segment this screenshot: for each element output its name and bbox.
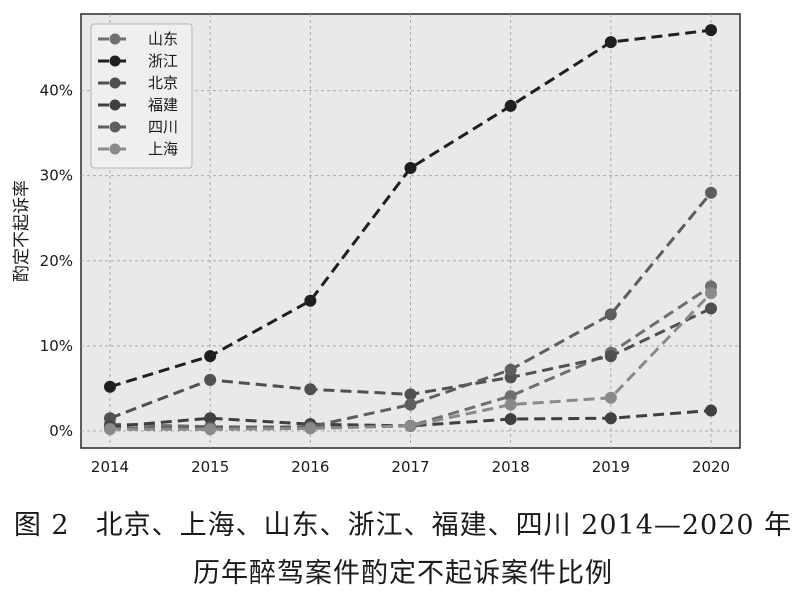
data-point [404,162,417,175]
legend-marker [109,55,121,67]
legend-label: 上海 [148,140,178,158]
caption-text-2: 历年醉驾案件酌定不起诉案件比例 [193,558,613,589]
figure-caption-line-1: 图 2 北京、上海、山东、浙江、福建、四川 2014—2020 年 [0,503,806,542]
y-tick-label: 30% [40,167,73,185]
data-point [604,391,617,404]
data-point [204,373,217,386]
y-tick-label: 10% [40,337,73,355]
x-tick-label: 2019 [592,458,630,476]
x-axis-ticks: 2014 2015 2016 2017 2018 2019 2020 [91,458,730,476]
data-point [604,412,617,425]
x-tick-label: 2017 [391,458,429,476]
data-point [204,350,217,363]
data-point [104,380,116,393]
legend-marker [109,77,121,89]
data-point [604,36,617,49]
caption-text-1: 北京、上海、山东、浙江、福建、四川 2014—2020 年 [95,510,793,541]
legend-label: 浙江 [148,52,178,70]
y-tick-label: 0% [49,422,73,440]
x-tick-label: 2015 [191,458,229,476]
x-tick-label: 2014 [91,458,129,476]
legend-label: 四川 [148,118,178,136]
data-point [104,412,116,425]
data-point [705,404,717,417]
data-point [104,423,116,436]
data-point [404,398,417,411]
data-point [604,308,617,321]
x-tick-label: 2020 [692,458,730,476]
legend-label: 北京 [148,74,178,92]
x-tick-label: 2018 [492,458,530,476]
y-tick-label: 40% [40,82,73,100]
data-point [705,287,717,300]
line-chart: 2014 2015 2016 2017 2018 2019 2020 0% 10% 20% 30%… [12,13,741,476]
data-point [204,423,217,436]
legend-marker [109,33,121,45]
data-point [304,422,317,435]
data-point [304,383,317,396]
legend-label: 福建 [148,96,178,114]
y-axis-label: 酌定不起诉率 [12,180,32,282]
data-point [304,294,317,307]
legend-marker [109,99,121,111]
data-point [204,412,217,425]
data-point [504,398,517,411]
data-point [705,24,717,37]
figure-number: 图 2 [13,510,70,541]
y-tick-label: 20% [40,252,73,270]
data-point [604,350,617,363]
series-lines [104,24,717,436]
data-point [504,390,517,403]
data-point [404,419,417,432]
data-point [504,363,517,376]
data-point [504,99,517,112]
data-point [705,302,717,315]
figure-caption-line-2: 历年醉驾案件酌定不起诉案件比例 [0,551,806,590]
x-tick-label: 2016 [291,458,329,476]
legend-marker [109,121,121,133]
data-point [404,388,417,401]
y-axis-ticks: 0% 10% 20% 30% 40% [40,82,73,440]
legend-label: 山东 [148,30,178,48]
data-point [504,413,517,426]
data-point [705,186,717,199]
legend-marker [109,143,121,155]
